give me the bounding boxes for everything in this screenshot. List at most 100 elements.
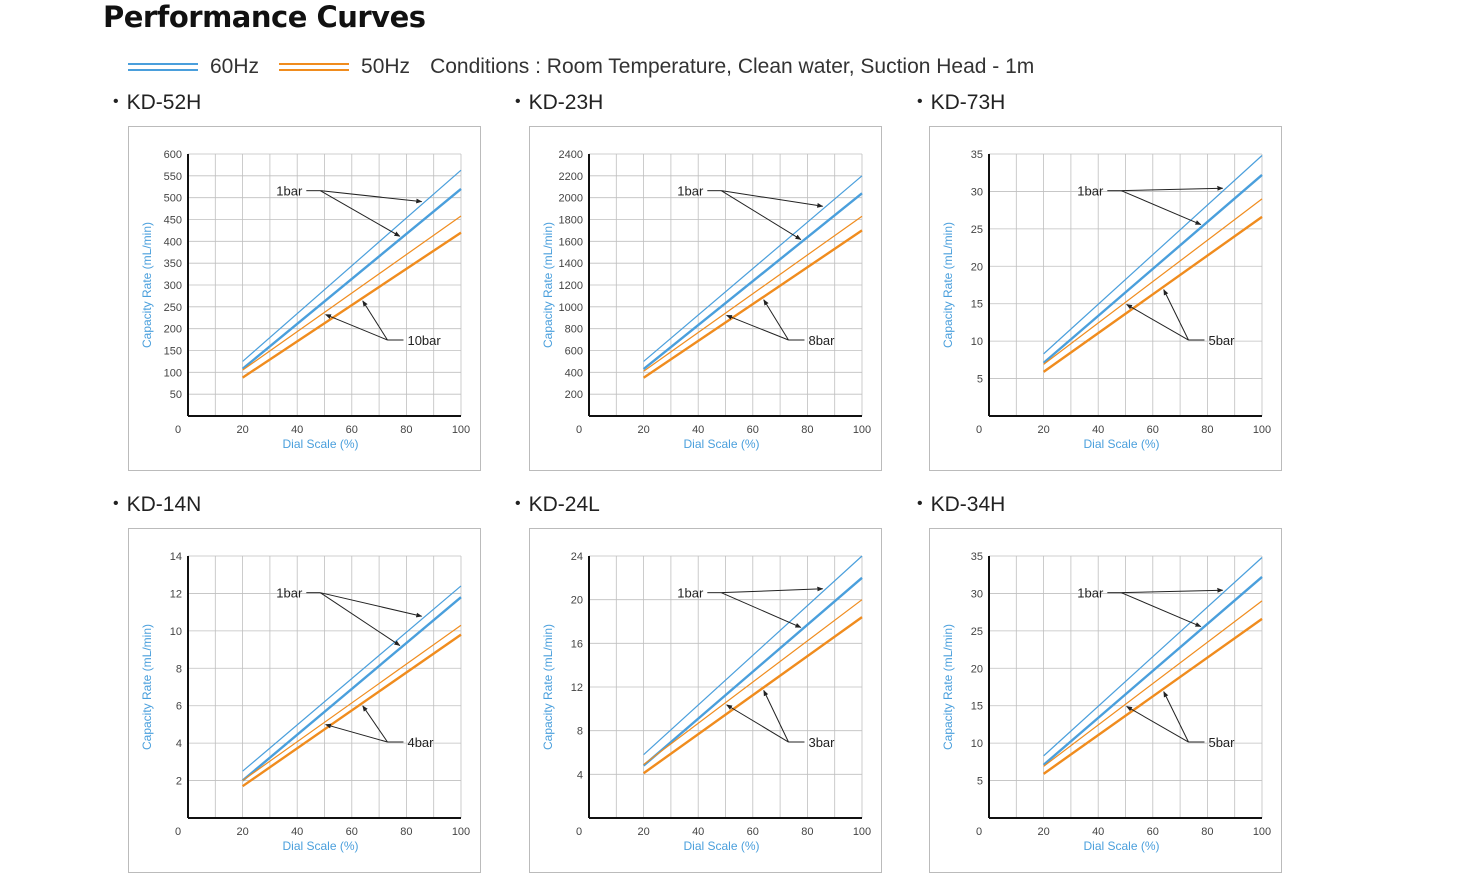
annotation-arrows: [306, 190, 423, 341]
y-tick-label: 800: [565, 324, 583, 336]
y-tick-label: 10: [170, 626, 182, 638]
grid: [188, 153, 462, 416]
annotation-arrow: [721, 190, 824, 208]
x-tick-label: 80: [1201, 424, 1213, 436]
y-tick-label: 1200: [559, 280, 583, 292]
annotation-arrows: [707, 190, 824, 341]
series-line: [643, 215, 863, 372]
series-line: [1042, 174, 1263, 364]
x-tick-label: 0: [175, 424, 181, 436]
grid: [589, 555, 863, 818]
series-line: [241, 633, 462, 788]
annotation-label: 5bar: [1208, 333, 1235, 348]
x-axis-label: Dial Scale (%): [1083, 839, 1159, 853]
y-tick-label: 500: [164, 193, 182, 205]
series-line: [241, 188, 462, 370]
annotation-label: 3bar: [808, 735, 835, 750]
y-tick-label: 4: [176, 738, 182, 750]
x-axis-label: Dial Scale (%): [683, 839, 759, 853]
chart-svg: 0 20 40 60 80 100 200 400 600 800 1000 1200 1400 1600…: [541, 149, 871, 451]
y-tick-label: 15: [971, 701, 983, 713]
x-tick-label: 100: [853, 424, 871, 436]
x-tick-label: 20: [1037, 826, 1049, 838]
x-tick-label: 100: [1253, 826, 1271, 838]
x-tick-label: 20: [637, 424, 649, 436]
series-line: [1042, 617, 1263, 775]
y-tick-label: 300: [164, 280, 182, 292]
x-tick-label: 60: [747, 826, 759, 838]
chart-title: • KD-23H: [515, 91, 604, 114]
annotation-arrows: [1107, 185, 1224, 341]
y-tick-label: 24: [571, 551, 583, 563]
annotation-label: 1bar: [677, 586, 704, 601]
chart-panel-kd-34h: 0 20 40 60 80 100 5 10 15 20 25 30 35 Dial Scale (%) C…: [929, 528, 1282, 873]
x-axis-label: Dial Scale (%): [282, 839, 358, 853]
y-tick-label: 5: [977, 374, 983, 386]
y-tick-label: 2: [176, 776, 182, 788]
y-tick-label: 20: [971, 663, 983, 675]
chart-panel-kd-24l: 0 20 40 60 80 100 4 8 12 16 20 24 Dial Scale (%) Capa…: [529, 528, 882, 873]
y-tick-label: 1000: [559, 302, 583, 314]
y-axis-label: Capacity Rate (mL/min): [541, 222, 555, 348]
series-line: [1042, 576, 1263, 766]
annotation-arrow: [320, 592, 423, 618]
x-tick-label: 80: [400, 424, 412, 436]
annotation-arrows: [707, 586, 824, 743]
x-axis-label: Dial Scale (%): [282, 437, 358, 451]
annotation-arrow: [726, 314, 789, 341]
x-tick-label: 80: [400, 826, 412, 838]
y-axis-label: Capacity Rate (mL/min): [140, 222, 154, 348]
annotation-arrow: [1163, 289, 1189, 341]
x-tick-label: 80: [801, 826, 813, 838]
y-tick-label: 12: [571, 682, 583, 694]
series-line: [642, 229, 863, 379]
series-line: [242, 215, 462, 371]
y-tick-label: 450: [164, 215, 182, 227]
annotation-arrow: [362, 705, 388, 743]
y-tick-label: 8: [577, 726, 583, 738]
x-tick-label: 60: [1147, 826, 1159, 838]
series-line: [241, 596, 462, 782]
legend-conditions: Conditions : Room Temperature, Clean wat…: [430, 55, 1035, 78]
x-tick-label: 40: [1092, 826, 1104, 838]
annotation-label: 4bar: [407, 735, 434, 750]
y-tick-label: 20: [971, 261, 983, 273]
x-tick-label: 60: [747, 424, 759, 436]
chart-svg: 0 20 40 60 80 100 50 100 150 200 250 300 350 400 450 50…: [140, 149, 470, 451]
x-tick-label: 100: [853, 826, 871, 838]
x-tick-label: 80: [1201, 826, 1213, 838]
x-tick-label: 20: [637, 826, 649, 838]
legend: 60Hz 50Hz Conditions : Room Temperature,…: [128, 52, 1034, 82]
y-tick-label: 35: [971, 551, 983, 563]
chart-title: • KD-14N: [113, 493, 202, 516]
chart-panel-kd-73h: 0 20 40 60 80 100 5 10 15 20 25 30 35 Dial Scale (%) C…: [929, 126, 1282, 471]
annotation-arrow: [320, 190, 423, 204]
y-tick-label: 400: [164, 236, 182, 248]
y-tick-label: 2200: [559, 171, 583, 183]
series-line: [242, 585, 462, 772]
annotation-arrow: [763, 299, 789, 341]
x-tick-label: 40: [692, 826, 704, 838]
y-tick-label: 350: [164, 258, 182, 270]
x-tick-label: 100: [1253, 424, 1271, 436]
chart-svg: 0 20 40 60 80 100 5 10 15 20 25 30 35 Dial Scale (%) C…: [941, 149, 1271, 451]
x-tick-label: 20: [1037, 424, 1049, 436]
y-tick-label: 600: [164, 149, 182, 161]
series-line: [1043, 600, 1263, 767]
y-tick-label: 25: [971, 626, 983, 638]
series-line: [1043, 155, 1263, 355]
annotation-label: 1bar: [276, 184, 303, 199]
legend-label-50hz: 50Hz: [361, 55, 411, 78]
series-line: [643, 599, 863, 765]
grid: [589, 153, 863, 416]
legend-swatch-50hz: [279, 61, 350, 73]
y-tick-label: 1800: [559, 215, 583, 227]
y-tick-label: 10: [971, 738, 983, 750]
annotation-arrow: [726, 704, 789, 743]
chart-title: • KD-34H: [917, 493, 1006, 516]
y-axis-label: Capacity Rate (mL/min): [941, 222, 955, 348]
y-tick-label: 1400: [559, 258, 583, 270]
y-tick-label: 30: [971, 588, 983, 600]
x-axis-label: Dial Scale (%): [1083, 437, 1159, 451]
x-tick-label: 40: [291, 424, 303, 436]
